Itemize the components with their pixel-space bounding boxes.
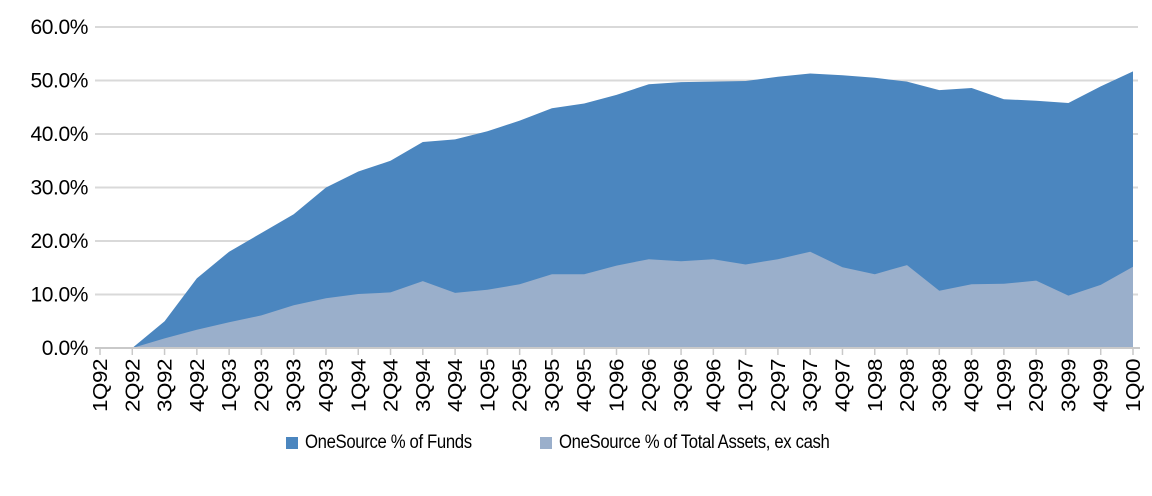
y-tick-label: 0.0% [42, 337, 88, 360]
x-axis-ticks [99, 348, 1134, 355]
y-tick-label: 50.0% [30, 70, 88, 93]
x-tick-label: 2Q92 [122, 359, 144, 412]
x-tick-label: 2Q96 [639, 359, 661, 412]
x-tick-label: 4Q94 [445, 359, 467, 412]
x-tick-label: 2Q93 [251, 359, 273, 412]
x-tick-label: 4Q93 [316, 359, 338, 412]
x-tick-label: 1Q95 [477, 359, 499, 412]
x-axis-labels: 1Q92 2Q92 3Q92 4Q92 1Q93 2Q93 3Q93 4Q93 1Q94 2Q94… [90, 359, 1145, 412]
series-area-assets [100, 251, 1133, 348]
x-tick-label: 4Q96 [703, 359, 725, 412]
x-tick-label: 2Q98 [897, 359, 919, 412]
chart-legend: OneSource % of Funds OneSource % of Tota… [0, 432, 1152, 454]
x-tick-label: 2Q99 [1026, 359, 1048, 412]
x-tick-label: 4Q97 [833, 359, 855, 412]
x-tick-label: 2Q95 [510, 359, 532, 412]
y-tick-label: 10.0% [30, 284, 88, 307]
x-tick-label: 3Q98 [929, 359, 951, 412]
x-tick-label: 3Q93 [284, 359, 306, 412]
x-tick-label: 1Q00 [1123, 359, 1145, 412]
x-tick-label: 4Q95 [574, 359, 596, 412]
x-tick-label: 4Q98 [962, 359, 984, 412]
y-tick-label: 60.0% [30, 16, 88, 39]
y-tick-label: 40.0% [30, 123, 88, 146]
x-tick-label: 1Q92 [90, 359, 112, 412]
x-tick-label: 3Q96 [671, 359, 693, 412]
x-tick-label: 3Q94 [413, 359, 435, 412]
x-tick-label: 1Q96 [607, 359, 629, 412]
y-tick-label: 20.0% [30, 230, 88, 253]
x-tick-label: 4Q99 [1091, 359, 1113, 412]
y-tick-label: 30.0% [30, 177, 88, 200]
legend-swatch-assets-icon [540, 437, 553, 449]
x-tick-label: 2Q94 [381, 359, 403, 412]
x-tick-label: 1Q98 [865, 359, 887, 412]
legend-swatch-funds-icon [285, 437, 298, 449]
legend-label-funds: OneSource % of Funds [304, 432, 472, 453]
x-tick-label: 3Q99 [1058, 359, 1080, 412]
legend-label-assets: OneSource % of Total Assets, ex cash [559, 432, 830, 453]
legend-item-assets: OneSource % of Total Assets, ex cash [540, 432, 866, 454]
x-tick-label: 1Q94 [348, 359, 370, 412]
x-tick-label: 3Q97 [800, 359, 822, 412]
x-tick-label: 1Q97 [736, 359, 758, 412]
x-tick-label: 4Q92 [187, 359, 209, 412]
x-tick-label: 1Q93 [219, 359, 241, 412]
x-tick-label: 1Q99 [994, 359, 1016, 412]
chart-plot-area: 60.0% 50.0% 40.0% 30.0% 20.0% 10.0% 0.0%1Q92 2Q… [30, 16, 1145, 412]
y-axis-labels: 60.0% 50.0% 40.0% 30.0% 20.0% 10.0% 0.0% [30, 16, 88, 360]
legend-item-funds: OneSource % of Funds [285, 432, 495, 454]
x-tick-label: 3Q92 [155, 359, 177, 412]
x-tick-label: 2Q97 [768, 359, 790, 412]
x-tick-label: 3Q95 [542, 359, 564, 412]
